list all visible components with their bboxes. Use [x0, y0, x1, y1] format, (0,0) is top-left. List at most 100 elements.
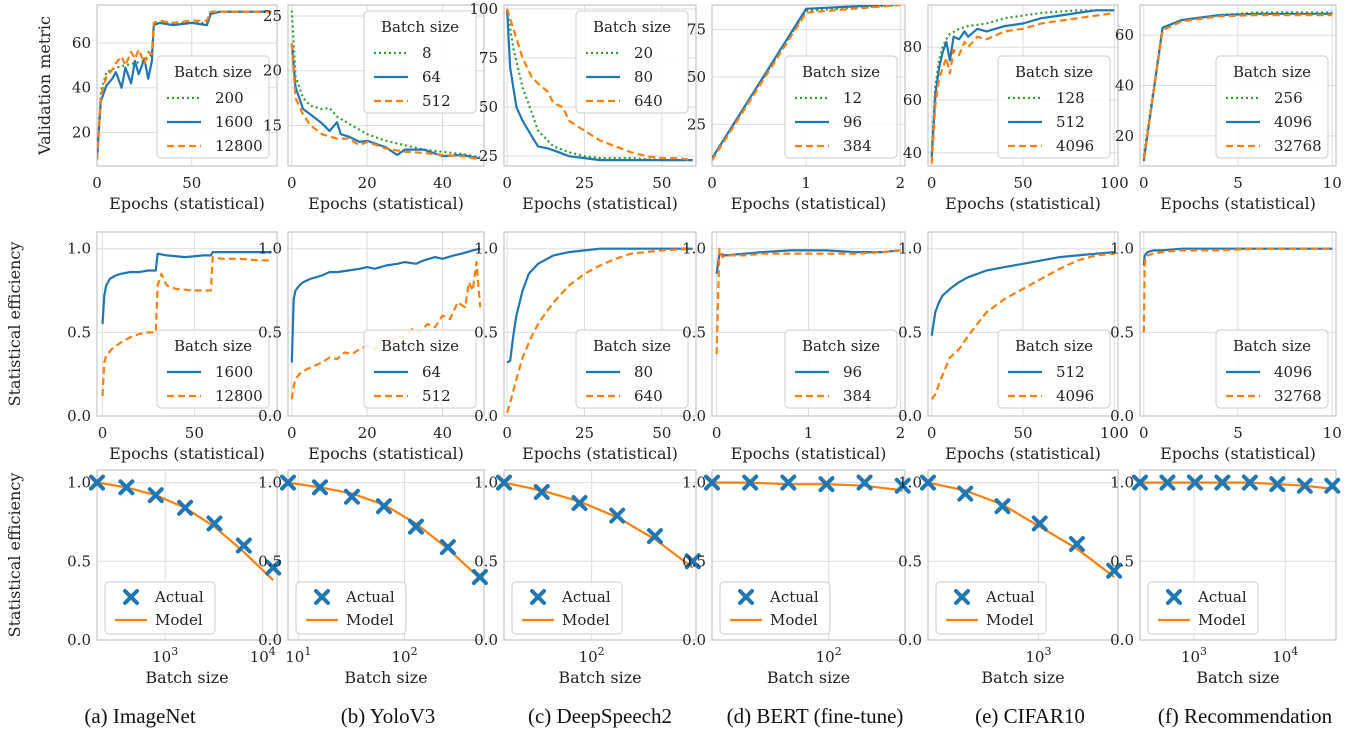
legend-label-32768: 32768	[1274, 137, 1322, 155]
series-line-12800	[97, 10, 272, 160]
x-tick-label: 0	[1139, 174, 1149, 192]
legend: Batch size 512 4096	[997, 329, 1111, 409]
y-tick-label: 0.5	[258, 323, 282, 341]
legend-label-128: 128	[1056, 89, 1085, 107]
y-tick-label: 0.5	[898, 552, 922, 570]
y-tick-label: 0.5	[67, 552, 91, 570]
panel-b-row3: 0.0 0.5 1.0 101 102 Batch size Actual Model	[258, 469, 488, 687]
legend-title: Batch size	[593, 18, 671, 36]
actual-point	[280, 474, 296, 491]
y-tick-label: 0.0	[258, 631, 282, 649]
y-tick-label: 0.0	[1110, 631, 1134, 649]
legend-label-model: Model	[1198, 611, 1246, 629]
x-tick-label: 25	[575, 174, 594, 192]
series-line-384	[715, 247, 901, 355]
x-tick-label: 50	[652, 174, 671, 192]
x-tick-label: 0	[502, 424, 512, 442]
y-tick-label: 0.5	[898, 323, 922, 341]
x-tick-label: 104	[250, 645, 276, 666]
legend-title: Batch size	[1015, 337, 1093, 355]
y-tick-label: 1.0	[1110, 474, 1134, 492]
series-line-1600	[97, 10, 272, 160]
legend-label-640: 640	[634, 92, 663, 110]
legend: Actual Model	[935, 581, 1047, 635]
series-line-512	[930, 251, 1115, 336]
series-line-4096	[1142, 12, 1333, 162]
panel-d-row3: 0.0 0.5 1.0 102 Batch size Actual Model	[682, 469, 911, 687]
legend-box	[156, 55, 270, 159]
legend-marker-actual	[738, 589, 754, 605]
legend-label-actual: Actual	[769, 588, 819, 606]
x-tick-label: 0	[92, 174, 102, 192]
axes-frame	[927, 231, 1119, 417]
x-axis-label: Batch size	[145, 668, 228, 687]
legend-box	[784, 329, 898, 409]
actual-point	[1214, 474, 1231, 491]
legend-label-200: 200	[215, 89, 244, 107]
x-tick-label: 0	[707, 174, 717, 192]
y-tick-label: 1.0	[258, 240, 282, 258]
panel-e-row2: 0.0 0.5 1.0 0 50 100 Epochs (statistical) Batch…	[898, 231, 1129, 463]
actual-point	[1269, 476, 1286, 493]
legend: Batch size 256 4096 32768	[1215, 55, 1329, 159]
series-line-12800	[101, 256, 272, 396]
caption-c: (c) DeepSpeech2	[527, 704, 673, 728]
y-tick-label: 25	[479, 147, 498, 165]
legend-title: Batch size	[802, 63, 880, 81]
y-tick-label: 0.0	[682, 631, 706, 649]
axes-frame	[927, 4, 1119, 167]
panel-b-row1: 15 20 25 0 20 40 Epochs (statistical) Batch siz…	[263, 4, 485, 213]
legend-label-4096: 4096	[1274, 363, 1312, 381]
legend-label-8: 8	[422, 44, 432, 62]
legend-label-model: Model	[346, 611, 394, 629]
y-tick-label: 0.5	[67, 323, 91, 341]
y-tick-label: 0.5	[1110, 323, 1134, 341]
y-tick-label: 0.0	[258, 407, 282, 425]
series-line-384	[712, 5, 901, 161]
axes-frame	[503, 231, 697, 417]
y-tick-label: 60	[72, 34, 91, 52]
panel-f-row3: 0.0 0.5 1.0 103 104 Batch size Actual Model	[1110, 469, 1341, 687]
x-tick-label: 103	[1025, 645, 1051, 666]
axes-frame	[96, 469, 278, 641]
legend-label-80: 80	[634, 68, 653, 86]
x-tick-label: 100	[1100, 424, 1129, 442]
y-tick-label: 1.0	[474, 474, 498, 492]
x-axis-label: Epochs (statistical)	[731, 194, 887, 213]
panel-d-row2: 0.0 0.5 1.0 0 1 2 Epochs (statistical) Batch si…	[682, 231, 906, 463]
legend-title: Batch size	[1233, 63, 1311, 81]
legend: Batch size 200 1600 12800	[156, 55, 270, 159]
y-tick-label: 0.0	[1110, 407, 1134, 425]
legend-box	[1215, 329, 1329, 409]
legend-marker-actual	[123, 589, 139, 605]
axes-frame	[711, 4, 906, 167]
y-axis-label: Statistical efficiency	[5, 242, 24, 407]
actual-point	[704, 474, 720, 491]
legend-box	[575, 329, 689, 409]
actual-point	[1132, 474, 1148, 491]
series-line-32768	[1142, 247, 1333, 333]
x-tick-label: 0	[712, 424, 722, 442]
panel-e-row3: 0.0 0.5 1.0 103 Batch size Actual Model	[898, 469, 1123, 687]
y-tick-label: 1.0	[258, 474, 282, 492]
y-tick-label: 50	[687, 68, 706, 86]
x-tick-label: 5	[1233, 424, 1243, 442]
actual-point	[1159, 474, 1176, 491]
x-tick-label: 0	[927, 174, 937, 192]
y-tick-label: 1.0	[67, 474, 91, 492]
axes-frame	[287, 4, 485, 167]
caption-e: (e) CIFAR10	[975, 704, 1085, 728]
axes-frame	[1139, 469, 1337, 641]
x-tick-label: 103	[152, 645, 178, 666]
legend: Batch size 20 80 640	[575, 10, 689, 114]
caption-b: (b) YoloV3	[340, 704, 436, 728]
panel-c-row2: 0.0 0.5 1.0 0 25 50 Epochs (statistical) Batch …	[474, 231, 697, 463]
axes-frame	[96, 231, 278, 417]
legend-title: Batch size	[802, 337, 880, 355]
x-axis-label: Batch size	[558, 668, 641, 687]
x-tick-label: 50	[652, 424, 671, 442]
y-tick-label: 0.5	[474, 552, 498, 570]
actual-point	[265, 559, 282, 576]
legend-label-4096: 4096	[1274, 113, 1312, 131]
x-tick-label: 2	[896, 424, 906, 442]
